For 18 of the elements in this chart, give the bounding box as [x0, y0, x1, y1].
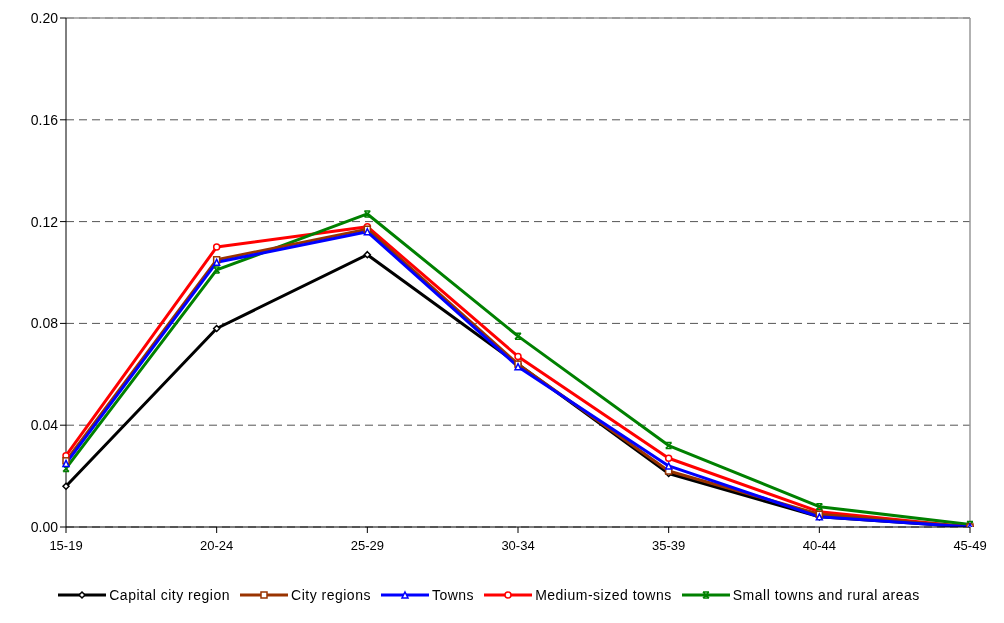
y-tick-label: 0.08 — [30, 315, 59, 332]
y-tick-label: 0.12 — [30, 213, 59, 230]
y-tick-label: 0.04 — [30, 417, 59, 434]
x-tick-label: 40-44 — [802, 538, 836, 554]
x-tick-label: 45-49 — [953, 538, 987, 554]
x-tick-label: 25-29 — [350, 538, 384, 554]
legend-label: Towns — [430, 587, 475, 603]
legend-label: Capital city region — [108, 587, 231, 603]
x-tick-label: 15-19 — [49, 538, 83, 554]
y-tick-label: 0.00 — [30, 518, 59, 535]
x-tick-label: 35-39 — [652, 538, 686, 554]
legend-label: Medium-sized towns — [534, 587, 672, 603]
y-tick-label: 0.16 — [30, 111, 59, 128]
legend-label: City regions — [290, 587, 371, 603]
legend-label: Small towns and rural areas — [731, 587, 920, 603]
x-tick-label: 20-24 — [200, 538, 234, 554]
x-tick-label: 30-34 — [501, 538, 535, 554]
y-tick-label: 0.20 — [30, 9, 59, 26]
